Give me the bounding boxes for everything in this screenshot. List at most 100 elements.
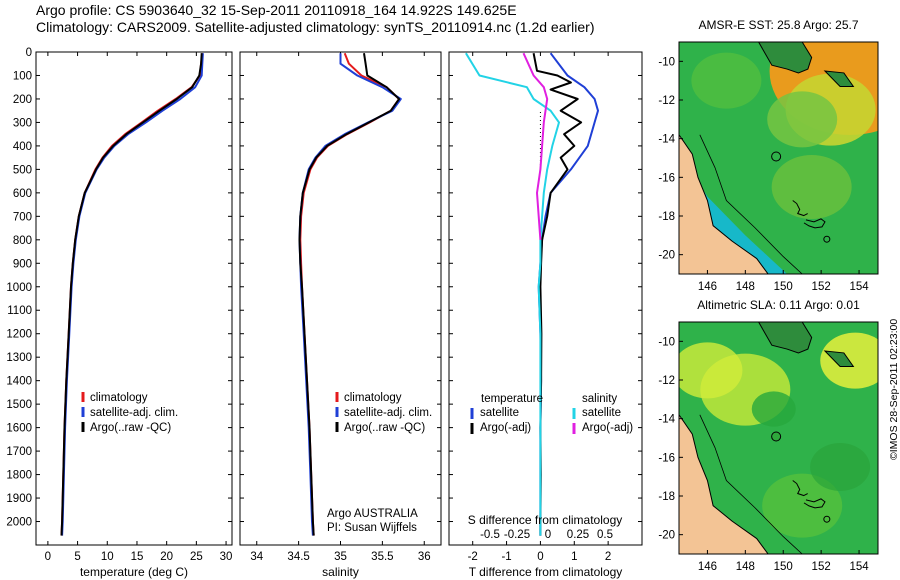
legend-label: Argo(-adj) bbox=[480, 422, 531, 434]
map-y-tick-label: -10 bbox=[658, 336, 675, 348]
x-tick-label: 5 bbox=[74, 551, 80, 563]
legend-label: Argo(-adj) bbox=[582, 422, 633, 434]
legend-label: satellite bbox=[480, 407, 519, 419]
y-tick-label: 1100 bbox=[7, 305, 32, 317]
y-tick-label: 300 bbox=[13, 117, 32, 129]
legend-label: Argo(..raw -QC) bbox=[344, 422, 425, 434]
x-tick-label: 15 bbox=[131, 551, 144, 563]
y-tick-label: 1700 bbox=[6, 446, 32, 458]
land-new-guinea bbox=[758, 322, 813, 354]
x-tick-label: 34 bbox=[250, 551, 263, 563]
y-tick-label: 1500 bbox=[6, 399, 32, 411]
x-axis-label: T difference from climatology bbox=[469, 565, 623, 579]
x-tick-label: 10 bbox=[101, 551, 114, 563]
map-y-tick-label: -12 bbox=[658, 375, 675, 387]
y-tick-label: 1300 bbox=[6, 352, 32, 364]
legend-label: satellite-adj. clim. bbox=[344, 407, 432, 419]
chart-title-line1: Argo profile: CS 5903640_32 15-Sep-2011 … bbox=[36, 2, 517, 18]
map-frame bbox=[678, 321, 879, 555]
x-tick-label: 2 bbox=[605, 551, 611, 563]
chart-title-line2: Climatology: CARS2009. Satellite-adjuste… bbox=[36, 19, 595, 35]
y-tick-label: 700 bbox=[13, 211, 32, 223]
map-field bbox=[679, 322, 878, 554]
y-tick-label: 100 bbox=[13, 70, 32, 82]
map-y-tick-label: -20 bbox=[658, 250, 675, 262]
s-tick-label: 0.25 bbox=[567, 529, 589, 541]
sla-low-patch bbox=[810, 443, 871, 491]
sla-low-patch bbox=[751, 391, 796, 427]
plot-frame-salinity bbox=[239, 51, 442, 546]
map-y-tick-label: -16 bbox=[658, 172, 675, 184]
x-axis-label: temperature (deg C) bbox=[80, 565, 188, 579]
x-tick-label: 35.5 bbox=[371, 551, 393, 563]
map-shelf-contour bbox=[699, 414, 803, 554]
x-tick-label: 35 bbox=[334, 551, 347, 563]
map-islet bbox=[823, 235, 831, 243]
map-y-tick-label: -10 bbox=[658, 56, 675, 68]
x-axis-label: salinity bbox=[322, 565, 359, 579]
map-sst-map bbox=[678, 41, 879, 275]
sla-patch bbox=[762, 473, 843, 538]
series-line-s-argo bbox=[522, 52, 549, 240]
map-y-tick-label: -18 bbox=[658, 211, 675, 223]
legend-header: salinity bbox=[582, 393, 617, 405]
map-frame bbox=[678, 41, 879, 275]
annotation-institution: Argo AUSTRALIA bbox=[327, 508, 418, 520]
map-x-tick-label: 154 bbox=[849, 281, 869, 293]
y-tick-label: 500 bbox=[13, 164, 32, 176]
land-island bbox=[823, 350, 855, 367]
land-australia bbox=[679, 413, 769, 554]
land-australia bbox=[679, 133, 769, 274]
x-tick-label: -1 bbox=[501, 551, 511, 563]
map-x-tick-label: 148 bbox=[736, 281, 755, 293]
map-y-tick-label: -20 bbox=[658, 530, 675, 542]
x-tick-label: 25 bbox=[190, 551, 203, 563]
legend-label: Argo(..raw -QC) bbox=[90, 422, 171, 434]
sla-high-patch bbox=[679, 342, 743, 399]
map-shelf-contour bbox=[699, 134, 803, 274]
x-tick-label: 36 bbox=[418, 551, 431, 563]
sst-patch bbox=[767, 91, 838, 148]
float-position-marker bbox=[771, 431, 782, 442]
map-x-tick-label: 146 bbox=[698, 281, 717, 293]
y-tick-label: 900 bbox=[13, 258, 32, 270]
map-y-tick-label: -18 bbox=[658, 491, 675, 503]
float-position-marker bbox=[771, 151, 782, 162]
x-tick-label: -2 bbox=[468, 551, 478, 563]
x-tick-label: 0 bbox=[45, 551, 51, 563]
s-tick-label: 0.5 bbox=[597, 529, 613, 541]
map-title: Altimetric SLA: 0.11 Argo: 0.01 bbox=[697, 298, 860, 312]
y-tick-label: 200 bbox=[13, 94, 32, 106]
map-x-tick-label: 148 bbox=[736, 561, 755, 573]
map-sla-map bbox=[678, 321, 879, 555]
map-x-tick-label: 146 bbox=[698, 561, 717, 573]
x-tick-label: 20 bbox=[160, 551, 173, 563]
map-y-tick-label: -12 bbox=[658, 95, 675, 107]
y-tick-label: 400 bbox=[13, 141, 32, 153]
legend-header: temperature bbox=[481, 393, 543, 405]
map-x-tick-label: 150 bbox=[774, 561, 793, 573]
series-line-s-satellite bbox=[465, 52, 560, 536]
map-x-tick-label: 152 bbox=[812, 281, 831, 293]
y-tick-label: 1600 bbox=[6, 423, 32, 435]
y-tick-label: 1200 bbox=[6, 329, 32, 341]
map-reef-outline bbox=[792, 200, 826, 229]
legend-label: satellite-adj. clim. bbox=[90, 407, 178, 419]
series-line-argo bbox=[60, 53, 203, 536]
y-tick-label: 0 bbox=[26, 47, 32, 59]
y-tick-label: 1900 bbox=[6, 493, 32, 505]
map-y-tick-label: -14 bbox=[658, 134, 675, 146]
plot-frame-difference bbox=[448, 51, 643, 546]
x-tick-label: 30 bbox=[220, 551, 233, 563]
plot-frame-temperature bbox=[35, 51, 233, 546]
s-tick-label: 0 bbox=[545, 529, 551, 541]
x-axis-label-top: S difference from climatology bbox=[468, 513, 623, 527]
s-tick-label: -0.5 bbox=[480, 529, 500, 541]
y-tick-label: 600 bbox=[13, 188, 32, 200]
land-island bbox=[823, 70, 855, 87]
map-x-tick-label: 150 bbox=[774, 281, 793, 293]
sla-high-patch bbox=[820, 332, 878, 389]
map-title: AMSR-E SST: 25.8 Argo: 25.7 bbox=[698, 18, 858, 32]
land-new-guinea bbox=[758, 42, 813, 74]
legend-label: climatology bbox=[90, 392, 148, 404]
